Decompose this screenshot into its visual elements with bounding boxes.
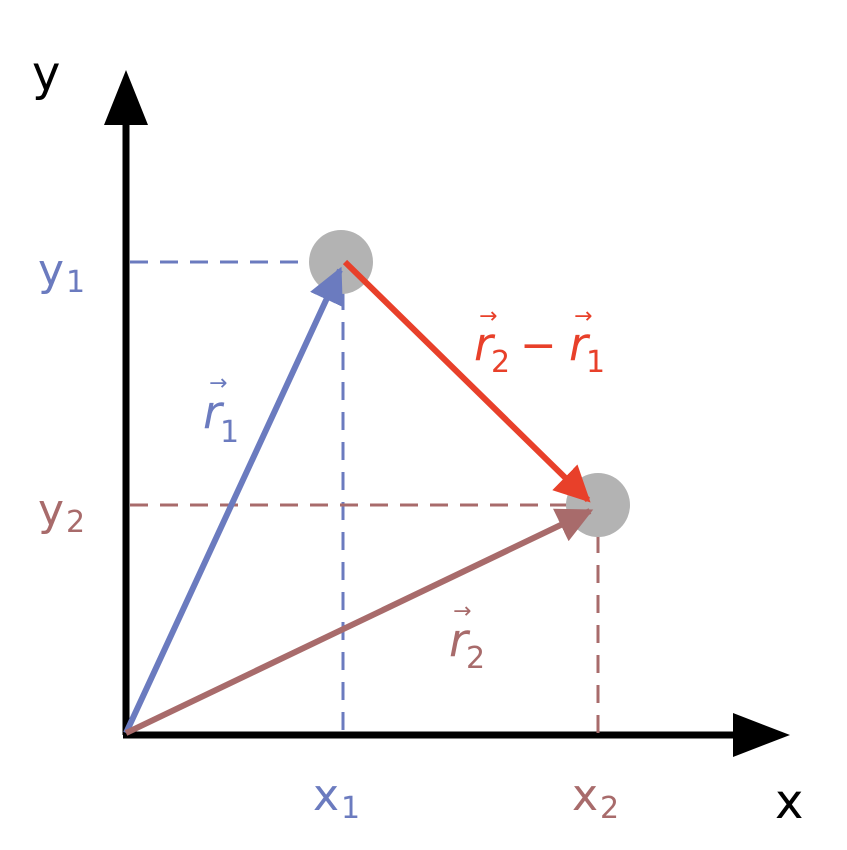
diff-second-base: r (569, 317, 591, 371)
diff-first-sub: 2 (491, 345, 510, 380)
point-2-marker (566, 473, 630, 537)
vector-r2-arrow (124, 508, 594, 736)
y-axis-label: y (32, 46, 60, 102)
diff-first-base: r (474, 317, 496, 371)
tick-y2-base: y (38, 485, 64, 536)
axes (104, 70, 790, 757)
tick-x2-base: x (572, 770, 598, 821)
vector-r1-arrow (123, 266, 343, 735)
vector-r1-sub: 1 (220, 415, 239, 450)
x-axis-arrowhead (733, 713, 790, 757)
vector-difference-arrow (342, 259, 591, 503)
guide-lines (130, 260, 600, 735)
vector-r2-arrow-glyph: → (453, 599, 471, 624)
point-1-marker (309, 230, 373, 294)
diff-second-sub: 1 (586, 345, 605, 380)
x-axis-label: x (775, 774, 803, 830)
diff-first-arrow-glyph: → (479, 304, 497, 329)
tick-x1-sub: 1 (341, 791, 360, 826)
tick-label-y2: y 2 (38, 485, 85, 540)
tick-label-x1: x 1 (313, 770, 360, 826)
vector-difference-label: → r 2 − → r 1 (474, 304, 605, 380)
vector-r2-label: → r 2 (449, 599, 485, 676)
vector-r2-base: r (449, 613, 471, 667)
tick-y1-base: y (38, 245, 64, 296)
tick-label-x2: x 2 (572, 770, 619, 826)
tick-y1-sub: 1 (66, 265, 85, 300)
vector-r2-sub: 2 (466, 641, 485, 676)
tick-x2-sub: 2 (600, 791, 619, 826)
vector-r1-label: → r 1 (203, 371, 239, 450)
vector-r1-base: r (203, 385, 225, 439)
tick-label-y1: y 1 (38, 245, 85, 300)
vector-r1-arrow-glyph: → (209, 371, 227, 396)
diff-operator: − (520, 320, 557, 371)
y-axis-arrowhead (104, 70, 148, 125)
tick-y2-sub: 2 (66, 505, 85, 540)
tick-x1-base: x (313, 770, 339, 821)
diff-second-arrow-glyph: → (574, 304, 592, 329)
